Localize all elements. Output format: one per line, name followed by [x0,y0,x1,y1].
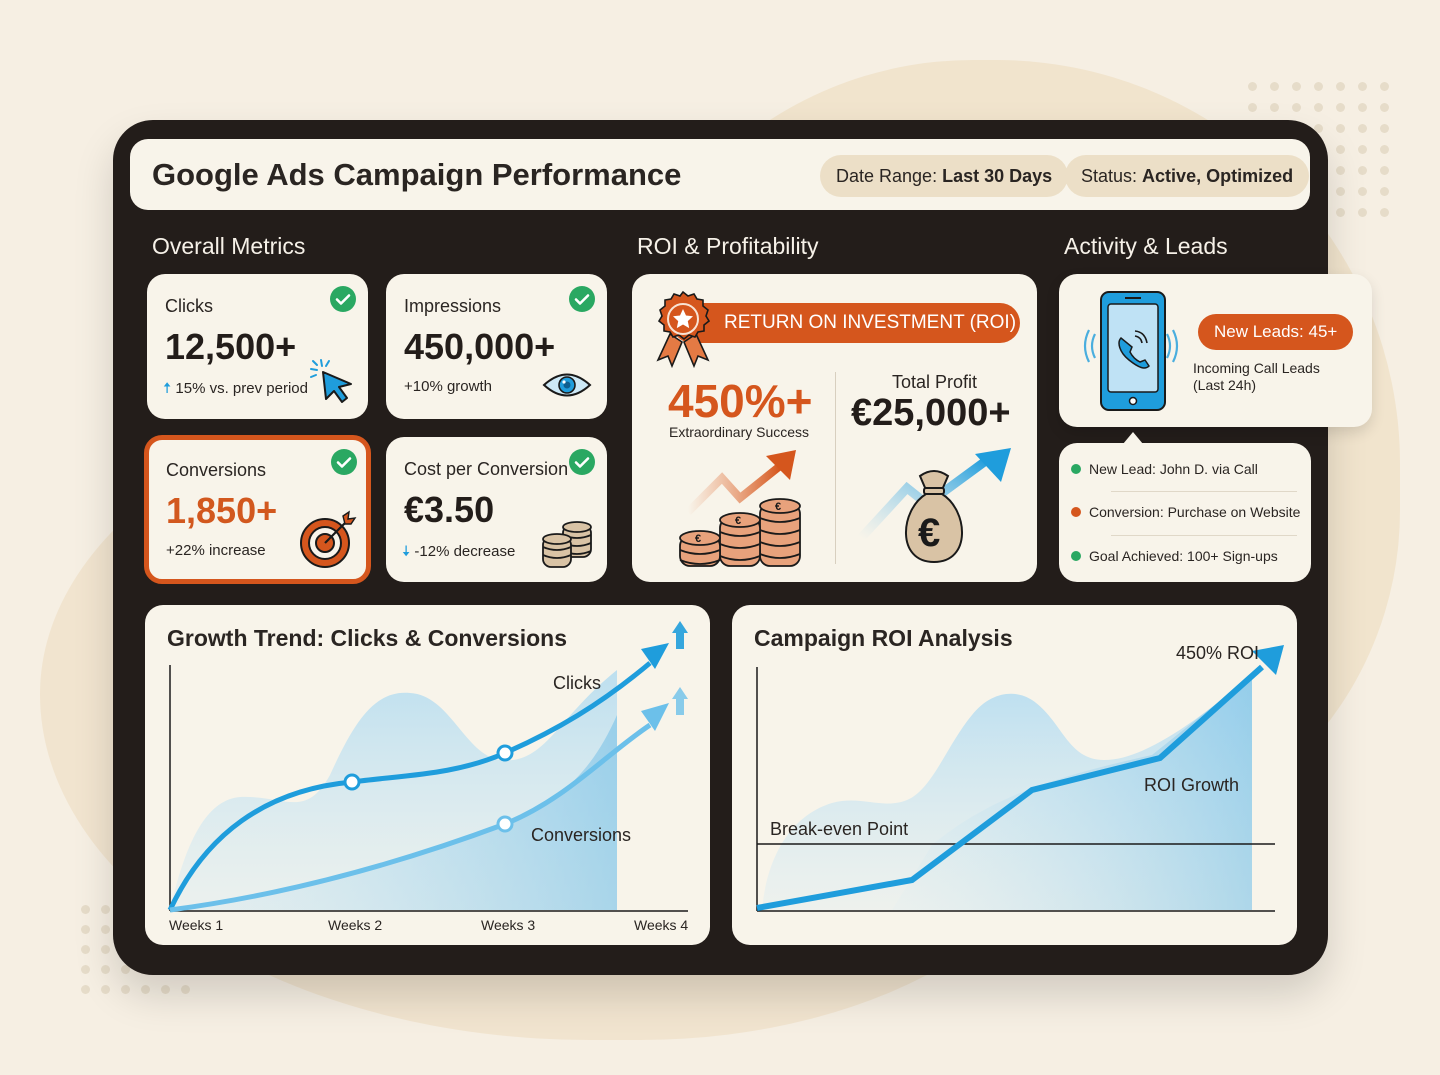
trend-up-arrow-icon [685,450,796,515]
check-icon [569,449,595,475]
metric-label: Clicks [165,296,213,316]
coins-stack-icon [542,521,592,568]
eye-icon [542,373,592,397]
date-range-value: Last 30 Days [942,166,1053,186]
status-label: Status: [1081,166,1138,186]
chart-title: Growth Trend: Clicks & Conversions [167,625,568,651]
date-range-pill[interactable]: Date Range: Last 30 Days [820,155,1069,197]
metric-change: +22% increase [166,542,266,559]
metric-value: €3.50 [404,489,495,530]
euro-coins-icon: € € € [679,498,801,567]
x-tick-label: Weeks 2 [328,917,383,933]
metric-card-clicks[interactable]: Clicks 12,500+ 🠅 15% vs. prev period [147,274,368,419]
series-label-conversions: Conversions [531,825,632,845]
svg-text:€: € [918,511,940,555]
roi-chart-plot [756,645,1284,912]
check-icon [330,286,356,312]
trend-up-arrow-blue-icon [857,448,1011,542]
new-leads-badge[interactable]: New Leads: 45+ [1198,314,1354,350]
activity-feed: New Lead: John D. via Call Conversion: P… [1059,443,1311,582]
roi-annotation: 450% ROI [1176,643,1260,663]
arrow-up-icon: 🠅 [163,380,172,397]
leads-caption-line: Incoming Call Leads [1193,360,1320,376]
growth-chart-plot [167,621,688,913]
metric-value: 1,850+ [166,490,278,531]
roi-card: RETURN ON INVESTMENT (ROI) 450%+ Extraor… [632,274,1037,582]
svg-text:€: € [695,533,701,545]
break-even-label: Break-even Point [770,819,909,839]
x-tick-label: Weeks 3 [481,917,536,933]
series-label-clicks: Clicks [553,673,601,693]
metric-value: 12,500+ [165,326,297,367]
status-pill[interactable]: Status: Active, Optimized [1065,155,1310,197]
status-dot-icon [1071,464,1081,474]
metric-change: 🠅 15% vs. prev period [163,378,308,403]
status-value: Active, Optimized [1142,166,1294,186]
metric-card-conversions[interactable]: Conversions 1,850+ +22% increase [144,435,371,584]
chart-title: Campaign ROI Analysis [754,625,1013,651]
feed-item[interactable]: Goal Achieved: 100+ Sign-ups [1071,548,1278,564]
date-range-label: Date Range: [836,166,938,186]
metric-card-cost-per-conversion[interactable]: Cost per Conversion €3.50 🠇 -12% decreas… [386,437,607,582]
arrow-down-icon: 🠇 [402,543,411,560]
money-bag-icon: € [905,470,963,564]
x-tick-label: Weeks 4 [634,917,689,933]
metric-label: Conversions [166,460,267,480]
divider [835,372,836,564]
page-title: Google Ads Campaign Performance [152,157,682,192]
feed-item-text: Goal Achieved: 100+ Sign-ups [1089,548,1278,564]
cursor-click-icon [310,359,352,403]
svg-text:€: € [775,501,781,513]
svg-text:€: € [735,515,741,527]
divider [1111,535,1297,536]
roi-banner: RETURN ON INVESTMENT (ROI) [672,303,1020,343]
roi-growth-label: ROI Growth [1144,775,1240,795]
phone-ringing-icon [1083,291,1179,411]
feed-item-text: New Lead: John D. via Call [1089,461,1258,477]
metric-value: 450,000+ [404,326,556,367]
campaign-roi-chart: Campaign ROI Analysis 450% ROI ROI Growt… [732,605,1297,945]
feed-item[interactable]: New Lead: John D. via Call [1071,461,1258,477]
roi-percent: 450%+ [668,375,813,427]
metric-label: Impressions [404,296,502,316]
target-icon [300,510,357,568]
check-icon [331,449,357,475]
feed-item[interactable]: Conversion: Purchase on Website [1071,504,1300,520]
roi-caption: Extraordinary Success [669,424,810,440]
metric-card-impressions[interactable]: Impressions 450,000+ +10% growth [386,274,607,419]
profit-value: €25,000+ [851,392,1011,434]
section-title-activity: Activity & Leads [1064,233,1228,259]
metric-change: +10% growth [404,378,492,395]
metric-change: 🠇 -12% decrease [402,541,515,566]
feed-item-text: Conversion: Purchase on Website [1089,504,1301,520]
status-dot-icon [1071,551,1081,561]
metric-label: Cost per Conversion [404,459,569,479]
callout-pointer [1123,432,1143,444]
growth-trend-chart: Growth Trend: Clicks & Conversions Click… [145,605,710,945]
check-icon [569,286,595,312]
section-title-overall: Overall Metrics [152,233,306,259]
section-title-roi: ROI & Profitability [637,233,819,259]
metric-change-text: -12% decrease [414,543,516,560]
award-badge-icon [656,290,711,369]
header-bar: Google Ads Campaign Performance Date Ran… [130,139,1310,210]
leads-caption: Incoming Call Leads (Last 24h) [1193,360,1320,394]
x-tick-label: Weeks 1 [169,917,224,933]
metric-change-text: 15% vs. prev period [175,380,308,397]
profit-label: Total Profit [892,372,978,392]
leads-caption-line: (Last 24h) [1193,377,1257,393]
status-dot-icon [1071,507,1081,517]
divider [1111,491,1297,492]
incoming-leads-card[interactable]: New Leads: 45+ Incoming Call Leads (Last… [1059,274,1372,427]
